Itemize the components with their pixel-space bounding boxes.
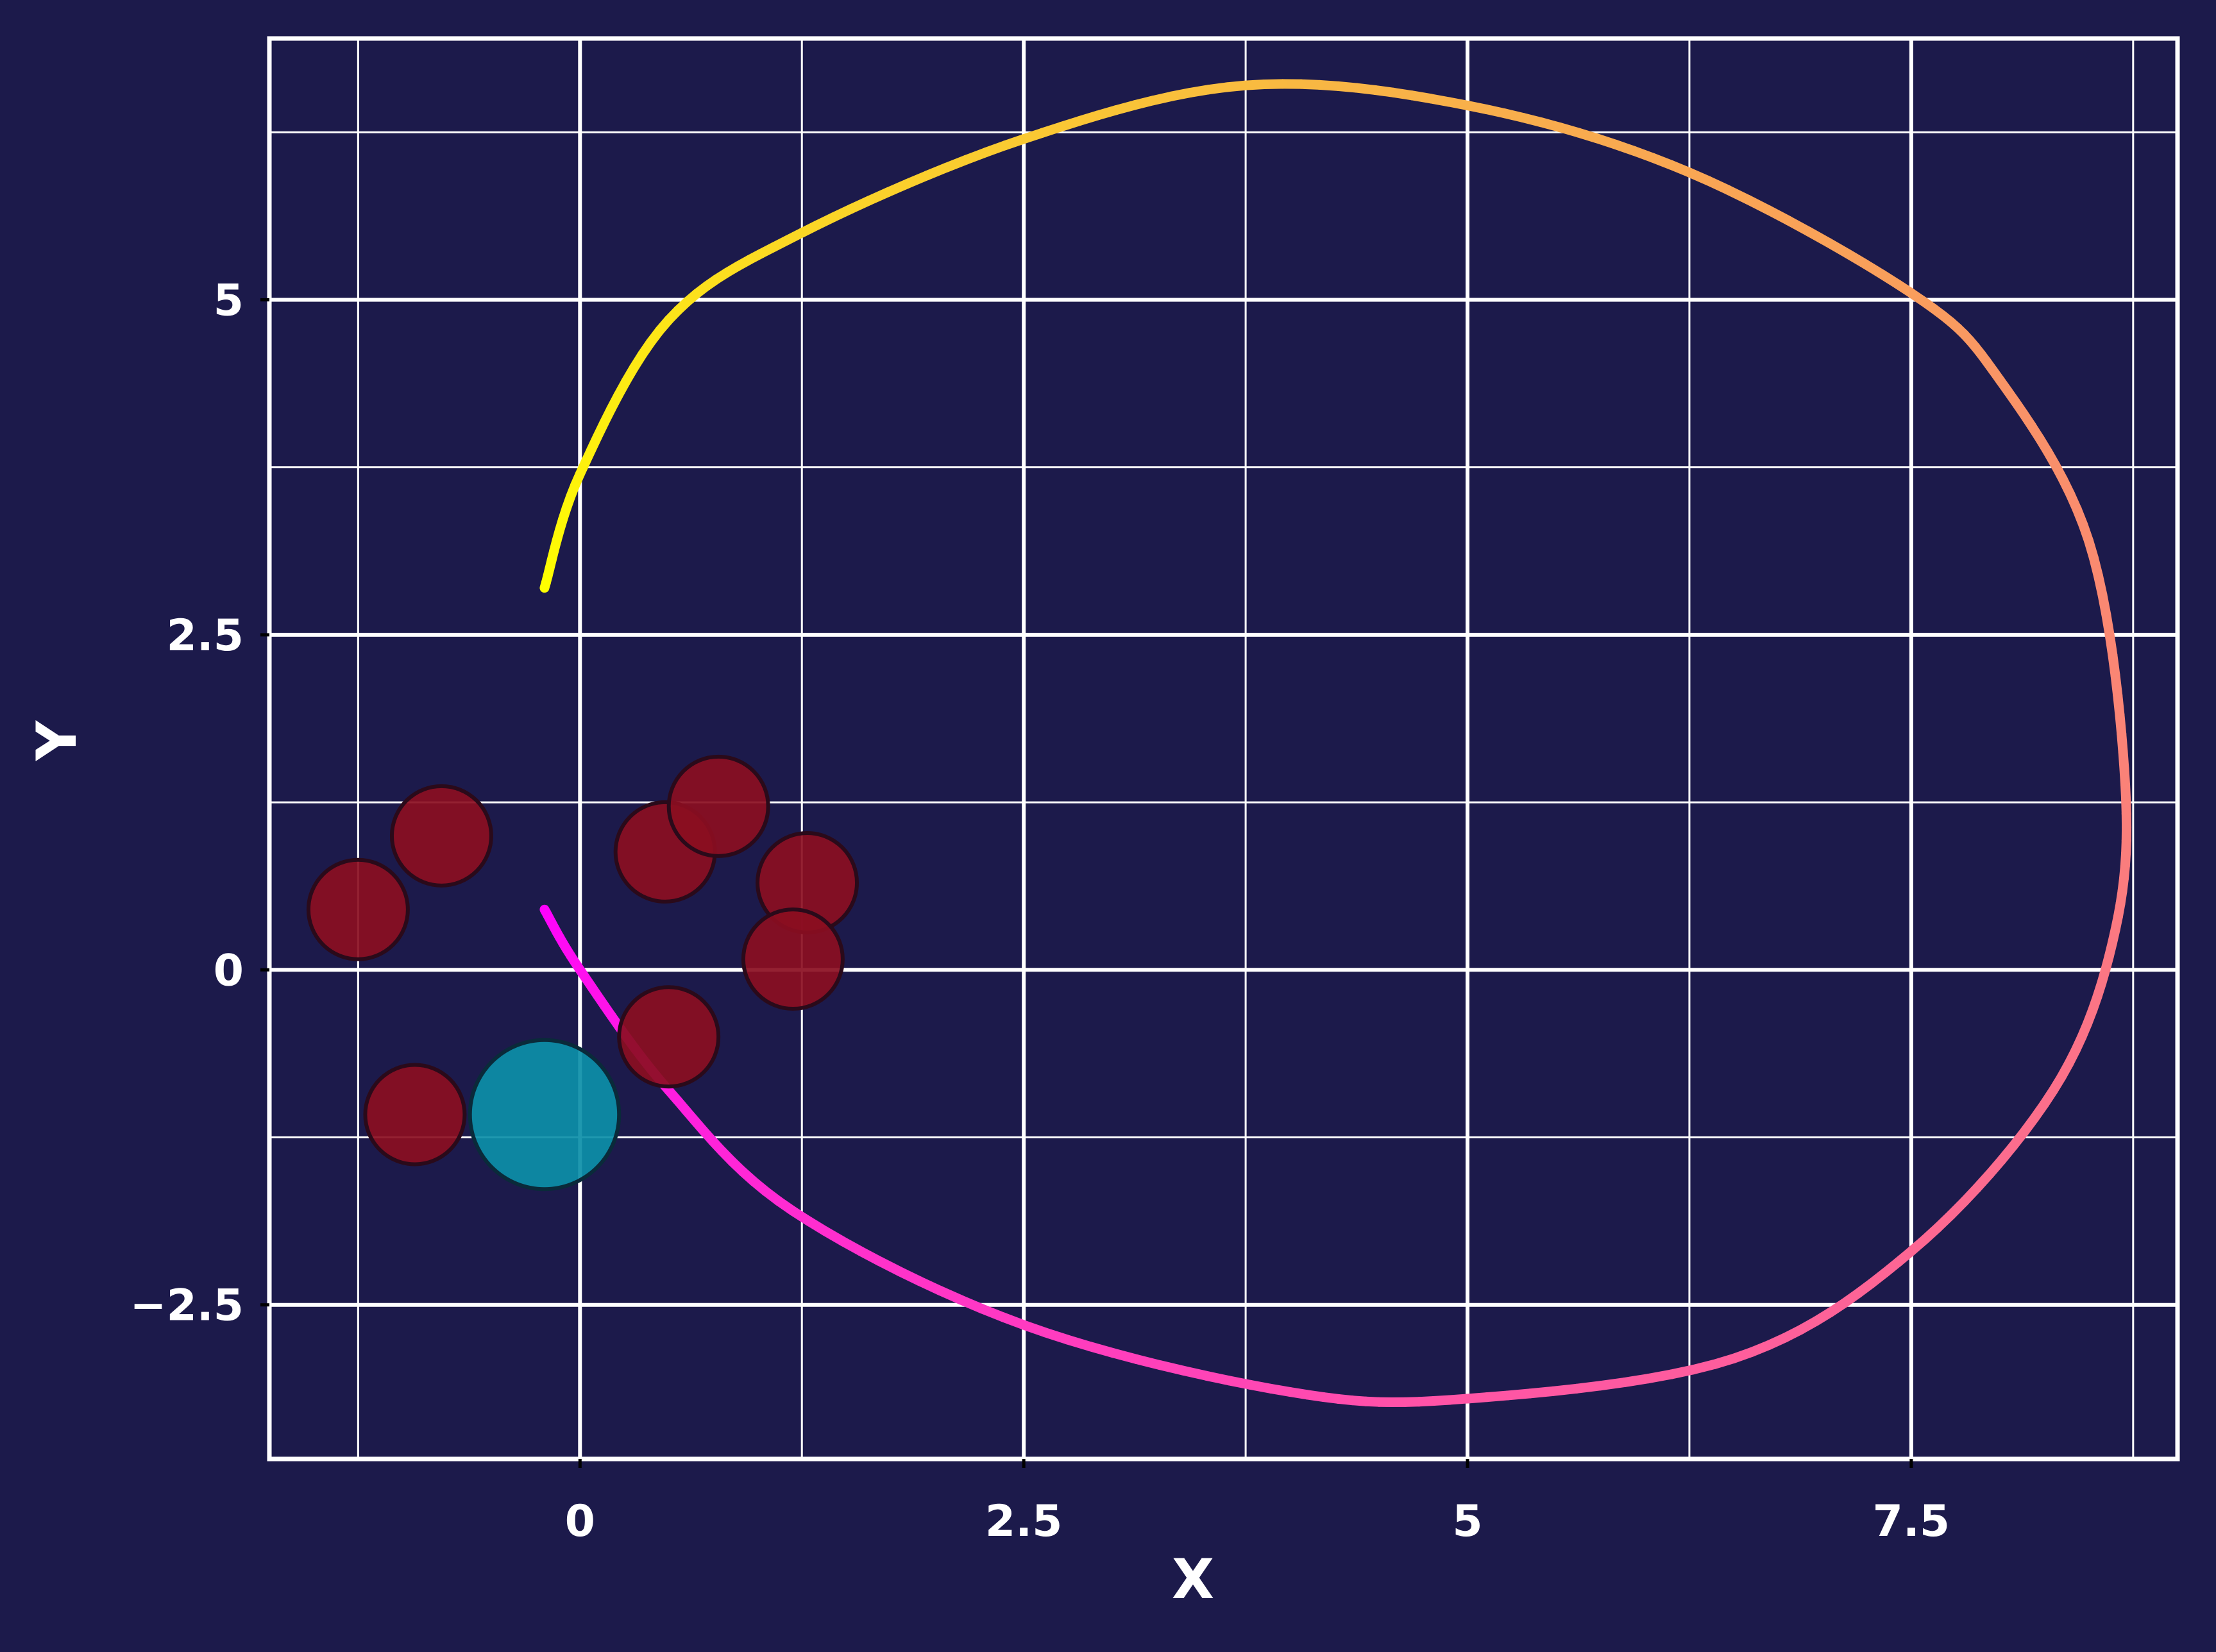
markers-layer [306, 754, 859, 1192]
axes-frame [267, 36, 2180, 1462]
obstacle-marker [306, 857, 410, 961]
x-axis-label: X [1172, 1547, 1214, 1612]
obstacle-marker [666, 754, 770, 858]
x-tick-label: 2.5 [985, 1496, 1062, 1547]
x-tick-label: 7.5 [1873, 1496, 1950, 1547]
agent-marker [468, 1038, 622, 1192]
y-tick-label: 2.5 [167, 611, 244, 661]
obstacle-marker [617, 985, 721, 1089]
y-tick-label: −2.5 [130, 1281, 244, 1331]
x-tick-label: 5 [1452, 1496, 1482, 1547]
x-tick-label: 0 [565, 1496, 595, 1547]
y-tick-label: 0 [214, 945, 244, 996]
trajectory-layer [539, 79, 2132, 1408]
tick-layer: 0 2.5 5 7.5 −2.5 0 2.5 5 [130, 275, 1950, 1547]
y-axis-label: Y [25, 720, 89, 761]
obstacle-marker [389, 784, 493, 888]
y-tick-label: 5 [214, 275, 244, 326]
trajectory-segment [539, 577, 551, 593]
obstacle-marker [741, 907, 845, 1011]
obstacle-marker [363, 1063, 467, 1167]
